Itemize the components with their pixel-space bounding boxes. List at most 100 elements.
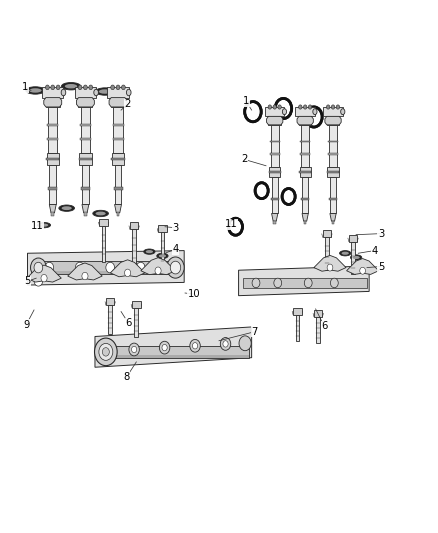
Ellipse shape: [283, 109, 286, 115]
Bar: [81, 187, 90, 190]
Circle shape: [106, 262, 115, 273]
Circle shape: [82, 272, 88, 280]
Circle shape: [190, 340, 200, 352]
Bar: [301, 198, 309, 200]
Bar: [302, 177, 308, 214]
Ellipse shape: [26, 87, 45, 94]
Circle shape: [299, 105, 302, 109]
Circle shape: [51, 85, 55, 90]
Bar: [113, 125, 124, 126]
Bar: [46, 153, 59, 165]
Circle shape: [239, 336, 251, 351]
Circle shape: [162, 344, 167, 351]
Bar: [82, 165, 89, 205]
Bar: [327, 171, 339, 173]
Circle shape: [45, 262, 53, 273]
Ellipse shape: [94, 89, 99, 96]
Polygon shape: [44, 98, 62, 107]
Ellipse shape: [40, 223, 48, 227]
Ellipse shape: [350, 255, 362, 260]
Text: 8: 8: [124, 372, 130, 382]
Text: 11: 11: [224, 219, 237, 229]
Bar: [299, 116, 311, 125]
Circle shape: [273, 105, 276, 109]
Bar: [113, 107, 123, 153]
Bar: [332, 221, 334, 224]
Circle shape: [34, 276, 43, 286]
Bar: [158, 225, 167, 232]
Circle shape: [255, 183, 268, 199]
Circle shape: [102, 348, 110, 356]
Circle shape: [46, 85, 49, 90]
Bar: [268, 171, 281, 173]
Bar: [314, 310, 322, 317]
Bar: [51, 212, 54, 216]
Bar: [113, 139, 124, 140]
Bar: [84, 212, 87, 216]
Circle shape: [278, 105, 281, 109]
Circle shape: [89, 85, 93, 90]
Circle shape: [75, 262, 84, 273]
Bar: [273, 221, 276, 224]
Bar: [106, 298, 114, 305]
Bar: [47, 139, 58, 140]
Polygon shape: [239, 266, 369, 296]
Bar: [111, 98, 125, 107]
Polygon shape: [346, 259, 379, 274]
Ellipse shape: [61, 89, 66, 96]
Bar: [351, 241, 355, 274]
Bar: [134, 308, 138, 337]
Text: 5: 5: [25, 276, 31, 286]
Ellipse shape: [38, 222, 50, 228]
Ellipse shape: [341, 109, 345, 115]
Circle shape: [155, 267, 161, 274]
Polygon shape: [297, 116, 313, 125]
Bar: [301, 125, 309, 167]
Circle shape: [41, 274, 47, 282]
Bar: [269, 167, 280, 177]
Bar: [46, 98, 60, 107]
Bar: [329, 198, 337, 200]
Text: 10: 10: [187, 289, 200, 299]
Bar: [271, 198, 279, 200]
Circle shape: [252, 278, 260, 288]
Circle shape: [308, 105, 312, 109]
Polygon shape: [76, 98, 94, 107]
Bar: [80, 139, 91, 140]
Polygon shape: [28, 251, 184, 285]
Bar: [113, 187, 123, 190]
Bar: [115, 165, 121, 205]
Circle shape: [136, 262, 145, 273]
Ellipse shape: [59, 205, 74, 212]
Bar: [300, 167, 311, 177]
Ellipse shape: [65, 84, 77, 88]
Bar: [323, 107, 343, 116]
Bar: [78, 98, 92, 107]
Text: 1: 1: [243, 96, 249, 106]
Ellipse shape: [93, 211, 109, 216]
Polygon shape: [110, 260, 145, 277]
Polygon shape: [267, 116, 283, 125]
Ellipse shape: [157, 253, 168, 259]
Bar: [325, 237, 329, 270]
Polygon shape: [302, 214, 308, 221]
Polygon shape: [82, 205, 89, 213]
Bar: [329, 125, 337, 167]
Bar: [299, 171, 311, 173]
Circle shape: [223, 341, 228, 347]
Ellipse shape: [95, 212, 106, 215]
Bar: [295, 107, 315, 116]
Bar: [271, 125, 279, 167]
Circle shape: [330, 278, 338, 288]
Bar: [48, 187, 57, 190]
Bar: [97, 354, 250, 358]
Polygon shape: [109, 98, 127, 107]
Circle shape: [268, 105, 272, 109]
Ellipse shape: [62, 206, 72, 210]
Circle shape: [31, 258, 46, 277]
Ellipse shape: [353, 256, 360, 259]
Bar: [80, 125, 91, 126]
Circle shape: [129, 343, 139, 356]
Bar: [330, 177, 336, 214]
Text: 3: 3: [172, 223, 179, 233]
